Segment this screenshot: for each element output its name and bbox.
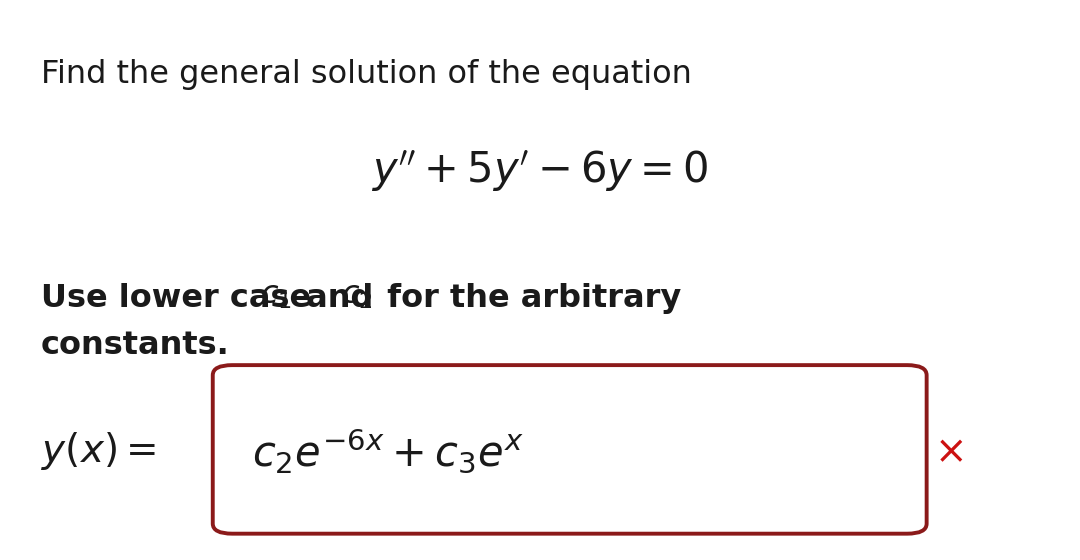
Text: $c_2e^{-6x} + c_3e^{x}$: $c_2e^{-6x} + c_3e^{x}$ — [252, 427, 524, 475]
Text: and: and — [295, 283, 384, 314]
Text: $y(x) =$: $y(x) =$ — [41, 430, 157, 472]
Text: Find the general solution of the equation: Find the general solution of the equatio… — [41, 59, 692, 90]
Text: $\times$: $\times$ — [933, 432, 963, 470]
Text: $y'' + 5y' - 6y = 0$: $y'' + 5y' - 6y = 0$ — [372, 148, 708, 194]
Text: constants.: constants. — [41, 330, 230, 361]
Text: $c_2$: $c_2$ — [341, 280, 373, 311]
Text: for the arbitrary: for the arbitrary — [376, 283, 681, 314]
Text: Use lower case: Use lower case — [41, 283, 322, 314]
Text: $c_1$: $c_1$ — [260, 280, 292, 311]
